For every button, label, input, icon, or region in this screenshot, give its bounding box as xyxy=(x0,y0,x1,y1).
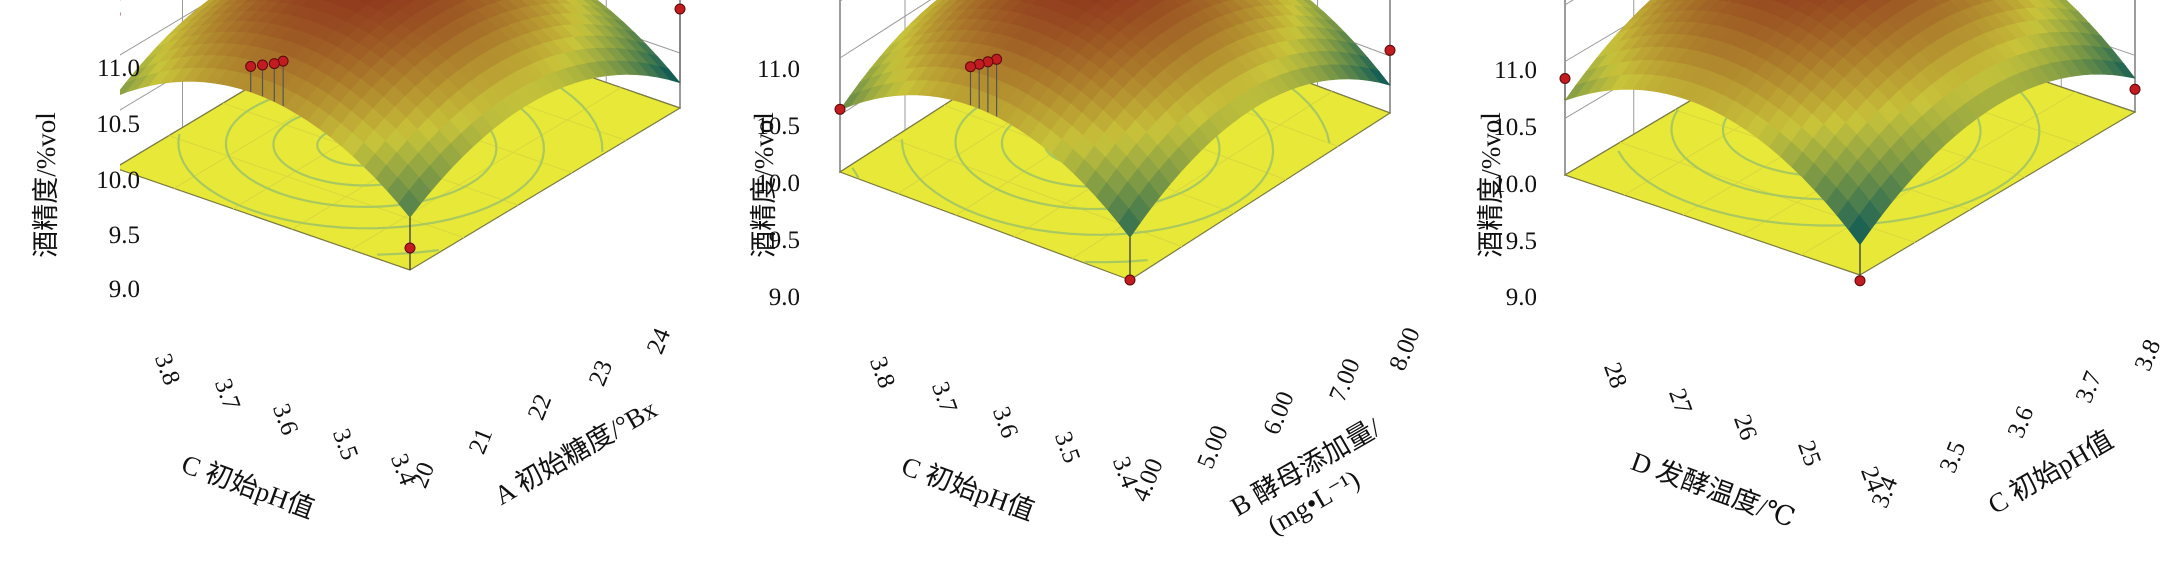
chart-panel-2 xyxy=(834,0,1396,286)
z-tick-label: 10.0 xyxy=(1493,171,1537,198)
right-axis-tick: 3.5 xyxy=(1935,438,1972,477)
floor-gridline xyxy=(1071,90,1333,259)
surface-patch xyxy=(1118,208,1141,238)
z-tick-label: 9.0 xyxy=(769,284,800,311)
design-point xyxy=(1559,73,1571,84)
z-tick-label: 11.0 xyxy=(757,56,800,83)
floor-contour xyxy=(851,167,860,179)
floor-gridline xyxy=(168,135,465,239)
design-point xyxy=(674,3,686,15)
right-axis-label: A 初始糖度/°Bx xyxy=(489,393,663,511)
z-tick-label: 11.0 xyxy=(1494,57,1537,84)
z-axis-label: 酒精度/%vol xyxy=(1476,112,1506,258)
left-axis-tick: 28 xyxy=(1598,359,1632,392)
surface-patch xyxy=(1112,0,1122,3)
left-axis-tick: 26 xyxy=(1728,411,1762,444)
left-axis-label: C 初始pH值 xyxy=(178,449,319,525)
surface-patch xyxy=(1153,0,1167,4)
left-axis-tick: 27 xyxy=(1663,385,1697,418)
design-point xyxy=(2129,83,2141,95)
right-axis-tick: 3.6 xyxy=(2003,403,2040,442)
design-points xyxy=(1559,73,2141,287)
chart-panel-3 xyxy=(1559,0,2141,287)
response-surface xyxy=(1564,0,2136,246)
left-axis-tick: 3.8 xyxy=(864,353,900,392)
left-axis-label: D 发酵温度/℃ xyxy=(1627,446,1799,533)
right-axis-tick: 21 xyxy=(464,425,498,458)
design-point xyxy=(1854,275,1866,287)
right-axis-tick: 6.00 xyxy=(1258,388,1299,439)
surface-patch xyxy=(404,0,417,4)
z-tick-label: 9.5 xyxy=(109,222,140,249)
design-point xyxy=(245,60,257,72)
floor-gridline xyxy=(350,87,622,251)
right-axis-tick: 23 xyxy=(584,357,618,390)
response-surface xyxy=(839,0,1391,238)
z-axis-label: 酒精度/%vol xyxy=(31,112,61,258)
z-tick-label: 10.0 xyxy=(96,167,140,194)
left-axis-tick: 3.5 xyxy=(1049,428,1085,467)
design-point xyxy=(404,242,416,254)
z-tick-label: 10.5 xyxy=(756,113,800,140)
left-axis-tick: 3.7 xyxy=(926,378,962,417)
z-tick-label: 9.5 xyxy=(1506,228,1537,255)
left-axis-tick: 3.6 xyxy=(267,400,303,439)
surface-patch xyxy=(398,189,421,218)
chart-panel-1 xyxy=(120,0,686,271)
right-axis-tick: 3.7 xyxy=(2071,368,2108,407)
left-axis-tick: 3.8 xyxy=(149,350,185,389)
design-point xyxy=(834,103,846,115)
design-points xyxy=(834,44,1396,286)
z-axis-label: 酒精度/%vol xyxy=(749,112,779,258)
z-tick-label: 11.0 xyxy=(97,55,140,82)
z-tick-label: 9.5 xyxy=(769,227,800,254)
design-point xyxy=(965,61,976,73)
z-tick-label: 10.5 xyxy=(1493,114,1537,141)
design-points xyxy=(120,3,686,254)
left-axis-tick: 3.7 xyxy=(209,375,245,414)
left-axis-tick: 3.5 xyxy=(327,425,363,464)
right-axis-tick: 8.00 xyxy=(1384,324,1425,375)
design-point xyxy=(120,11,121,17)
design-point xyxy=(1124,274,1136,286)
right-axis-tick: 7.00 xyxy=(1324,355,1365,406)
right-axis-tick: 22 xyxy=(523,391,557,424)
design-point xyxy=(268,58,280,70)
z-tick-label: 9.0 xyxy=(109,276,140,303)
surface-patch xyxy=(381,0,395,4)
left-axis-tick: 25 xyxy=(1792,437,1826,470)
left-axis-label: C 初始pH值 xyxy=(898,451,1039,527)
surface-patch xyxy=(1855,0,1870,5)
gridline xyxy=(839,0,932,59)
right-axis-tick: 24 xyxy=(642,324,677,358)
z-tick-label: 9.0 xyxy=(1506,284,1537,311)
design-point xyxy=(257,59,268,71)
right-axis-tick: 3.8 xyxy=(2130,336,2167,375)
design-point xyxy=(1384,44,1396,56)
z-tick-label: 10.5 xyxy=(96,111,140,138)
z-tick-label: 10.0 xyxy=(756,170,800,197)
surface-patch xyxy=(1848,214,1871,246)
surface-patch xyxy=(1134,0,1143,3)
response-surface xyxy=(120,0,681,218)
right-axis-tick: 5.00 xyxy=(1192,422,1233,473)
right-axis-label: C 初始pH值 xyxy=(1983,425,2118,520)
left-axis-tick: 3.6 xyxy=(987,403,1023,442)
floor-contour xyxy=(1084,259,1148,264)
